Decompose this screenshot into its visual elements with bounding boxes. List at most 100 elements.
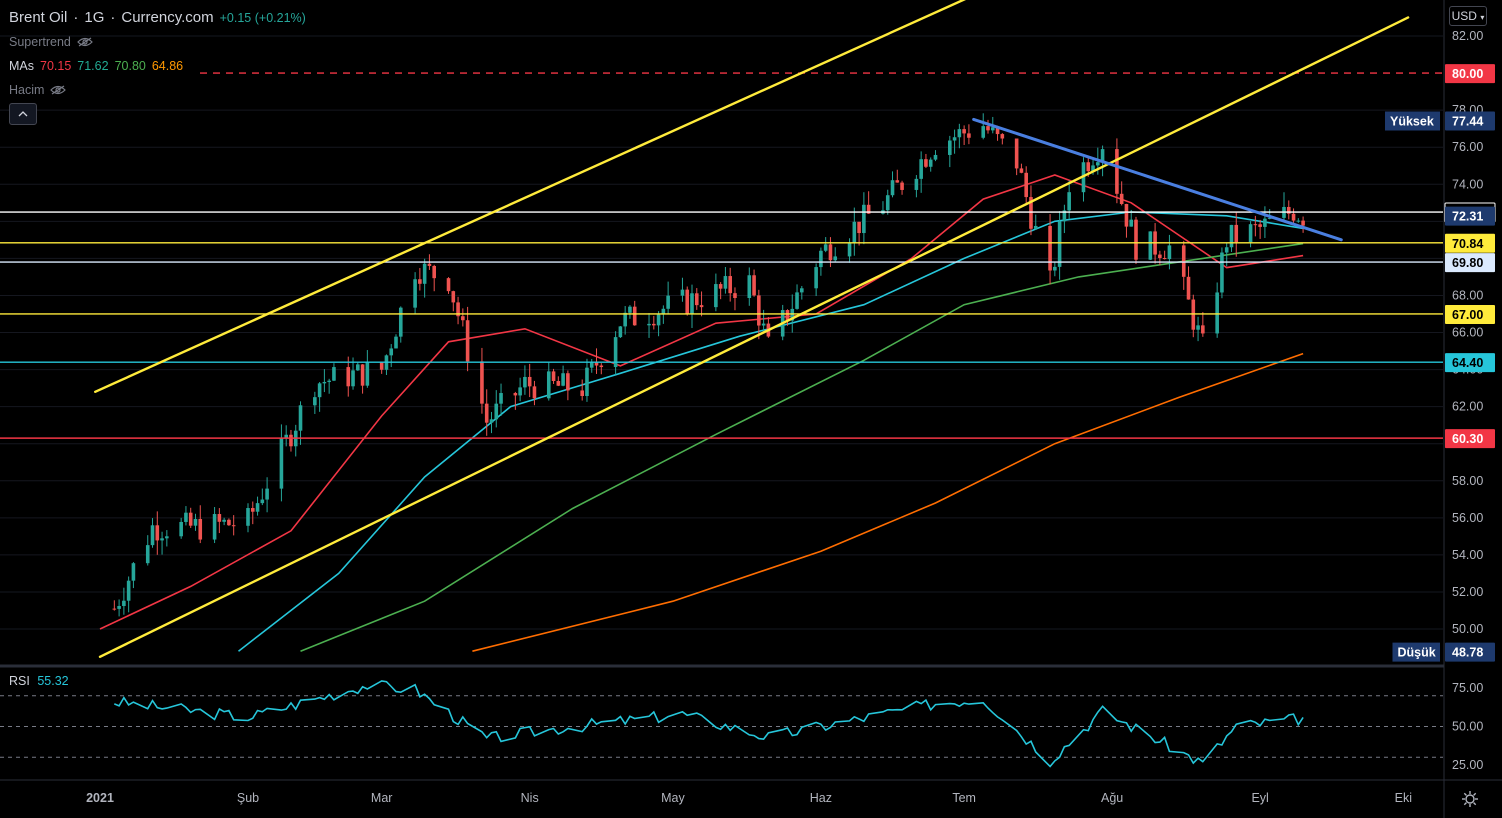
candle-body <box>948 140 952 155</box>
candle-body <box>260 499 265 504</box>
candle-body <box>723 276 728 289</box>
candle-body <box>556 380 561 386</box>
settings-gear-icon[interactable] <box>1460 789 1480 809</box>
time-axis-label: Ağu <box>1101 791 1123 805</box>
candle-body <box>900 182 904 190</box>
collapse-legend-button[interactable] <box>9 103 37 125</box>
candle-body <box>1229 224 1234 248</box>
moving-average-line <box>300 242 1304 652</box>
price-tag-label: Yüksek <box>1390 115 1434 129</box>
separator: · <box>73 9 79 26</box>
candle-body <box>752 275 756 296</box>
candle-body <box>1196 325 1200 330</box>
price-axis-label: 50.00 <box>1452 622 1483 636</box>
candle-body <box>499 393 503 404</box>
candle-body <box>1181 245 1186 277</box>
supertrend-row[interactable]: Supertrend <box>9 30 306 54</box>
candle-body <box>250 508 255 512</box>
candle-body <box>680 289 685 296</box>
candle-body <box>332 367 336 381</box>
candle-body <box>618 326 623 338</box>
ma-value: 71.62 <box>77 59 109 73</box>
candle-body <box>714 284 718 308</box>
price-tag-value: 77.44 <box>1452 115 1483 129</box>
candle-body <box>145 545 150 564</box>
candle-body <box>995 127 1000 135</box>
candle-body <box>527 376 532 387</box>
candle-body <box>356 364 360 371</box>
candle-body <box>833 256 838 261</box>
time-axis-label: Mar <box>371 791 393 805</box>
candle-body <box>895 180 900 183</box>
candle-body <box>957 129 962 138</box>
rsi-label[interactable]: RSI <box>9 674 30 688</box>
time-axis-label: Nis <box>521 791 539 805</box>
candle-body <box>1115 149 1119 194</box>
collapse-row <box>9 102 306 126</box>
candle-body <box>422 263 427 284</box>
chevron-down-icon: ▾ <box>1480 13 1485 22</box>
volume-label[interactable]: Hacim <box>9 83 45 97</box>
candle-body <box>594 361 599 366</box>
candle-body <box>427 263 432 266</box>
candle-body <box>599 365 604 368</box>
candle-body <box>962 129 966 134</box>
interval-label[interactable]: 1G <box>84 9 105 26</box>
candle-body <box>193 518 198 526</box>
price-axis-label: 52.00 <box>1452 585 1483 599</box>
candle-body <box>112 608 117 610</box>
mas-row[interactable]: MAs 70.15 71.62 70.80 64.86 <box>9 54 306 78</box>
candle-body <box>1119 193 1124 205</box>
eye-hidden-icon[interactable] <box>77 37 93 47</box>
price-tag <box>1445 253 1495 273</box>
rsi-axis-label: 25.00 <box>1452 758 1483 772</box>
candle-body <box>1024 172 1028 198</box>
candle-body <box>289 434 293 447</box>
price-tag <box>1445 64 1495 84</box>
trendline[interactable] <box>98 16 1410 658</box>
candle-body <box>1067 192 1071 211</box>
trendline[interactable] <box>94 0 973 393</box>
candle-body <box>1167 245 1172 260</box>
candle-body <box>413 279 417 308</box>
candle-body <box>484 403 489 423</box>
candle-body <box>126 580 131 601</box>
candle-body <box>394 336 398 349</box>
candle-body <box>398 307 403 337</box>
candle-body <box>255 503 260 512</box>
trendline[interactable] <box>972 117 1343 242</box>
candle-body <box>451 291 456 303</box>
candle-body <box>561 373 565 386</box>
mas-label[interactable]: MAs <box>9 59 34 73</box>
candle-body <box>160 538 164 541</box>
rsi-axis-label: 50.00 <box>1452 720 1483 734</box>
candle-body <box>1220 252 1224 293</box>
candle-body <box>661 308 666 315</box>
candle-body <box>981 126 986 138</box>
candle-body <box>265 488 269 500</box>
candle-body <box>1263 218 1267 227</box>
candle-body <box>184 512 188 522</box>
candle-body <box>212 514 217 540</box>
supertrend-label[interactable]: Supertrend <box>9 35 71 49</box>
candle-body <box>623 312 627 327</box>
rsi-line <box>113 680 1304 768</box>
candle-body <box>652 323 656 326</box>
currency-label: USD <box>1451 9 1477 23</box>
candle-body <box>188 512 193 526</box>
currency-selector[interactable]: USD ▾ <box>1449 6 1487 26</box>
candle-body <box>1215 292 1219 334</box>
price-tag <box>1445 429 1495 449</box>
candle-body <box>322 381 327 384</box>
candle-body <box>757 295 761 326</box>
eye-hidden-icon[interactable] <box>50 85 67 95</box>
volume-row[interactable]: Hacim <box>9 78 306 102</box>
candle-body <box>1148 231 1153 260</box>
candle-body <box>699 305 704 308</box>
symbol-name[interactable]: Brent Oil <box>9 9 68 26</box>
candle-body <box>546 371 551 399</box>
symbol-row: Brent Oil · 1G · Currency.com +0.15 (+0.… <box>9 6 306 30</box>
candle-body <box>580 390 584 397</box>
